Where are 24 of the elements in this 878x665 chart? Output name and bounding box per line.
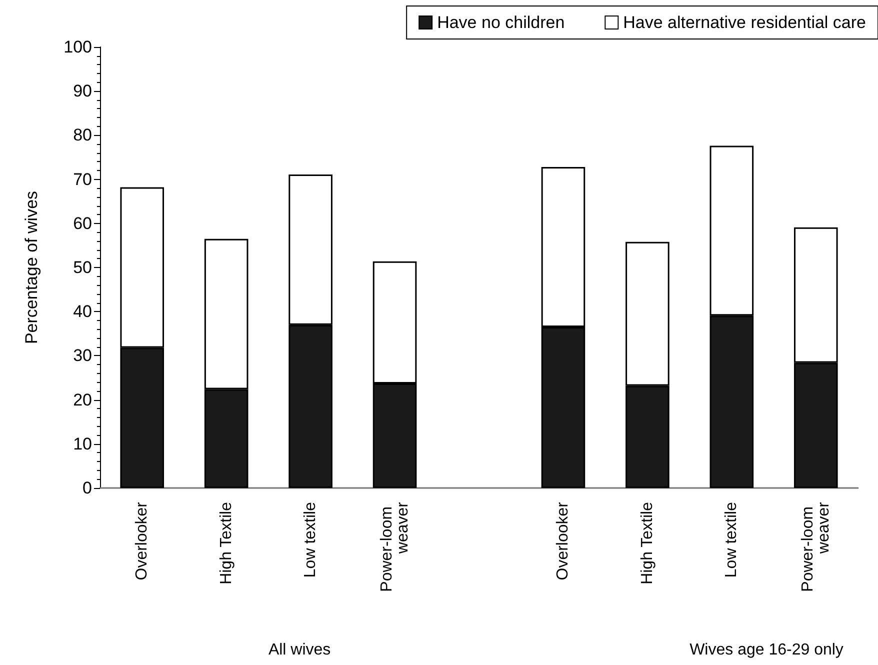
y-tick-label: 50 — [73, 258, 92, 277]
y-tick-label: 20 — [73, 390, 92, 410]
y-tick-label: 100 — [64, 38, 92, 56]
y-axis-title: Percentage of wives — [22, 190, 41, 344]
text: Wives age 16-29 only — [690, 642, 844, 658]
x-tick-label: Low textile — [723, 502, 740, 578]
x-tick-label: Overlooker — [134, 501, 151, 580]
y-tick-label: 90 — [73, 82, 92, 101]
legend-label: Have no children — [437, 13, 565, 32]
x-tick-label: High Textile — [218, 502, 235, 584]
y-tick-label: 0 — [82, 478, 92, 498]
y-tick-label: 80 — [73, 126, 92, 145]
x-tick-label: Low textile — [302, 502, 320, 578]
y-tick-label: 70 — [73, 170, 92, 189]
x-tick-label: Power-loom weaver — [799, 501, 832, 592]
y-tick-label: 10 — [73, 434, 92, 454]
y-tick-label: 60 — [73, 214, 92, 233]
x-tick-label: High Textile — [638, 502, 656, 584]
x-tick-label: Power-loom weaver — [378, 501, 412, 592]
y-tick-label: 40 — [73, 302, 92, 322]
text: All wives — [268, 642, 331, 658]
x-tick-label: Overlooker — [554, 501, 572, 580]
y-tick-label: 30 — [73, 346, 92, 366]
legend-label: Have alternative residential care — [623, 13, 866, 32]
